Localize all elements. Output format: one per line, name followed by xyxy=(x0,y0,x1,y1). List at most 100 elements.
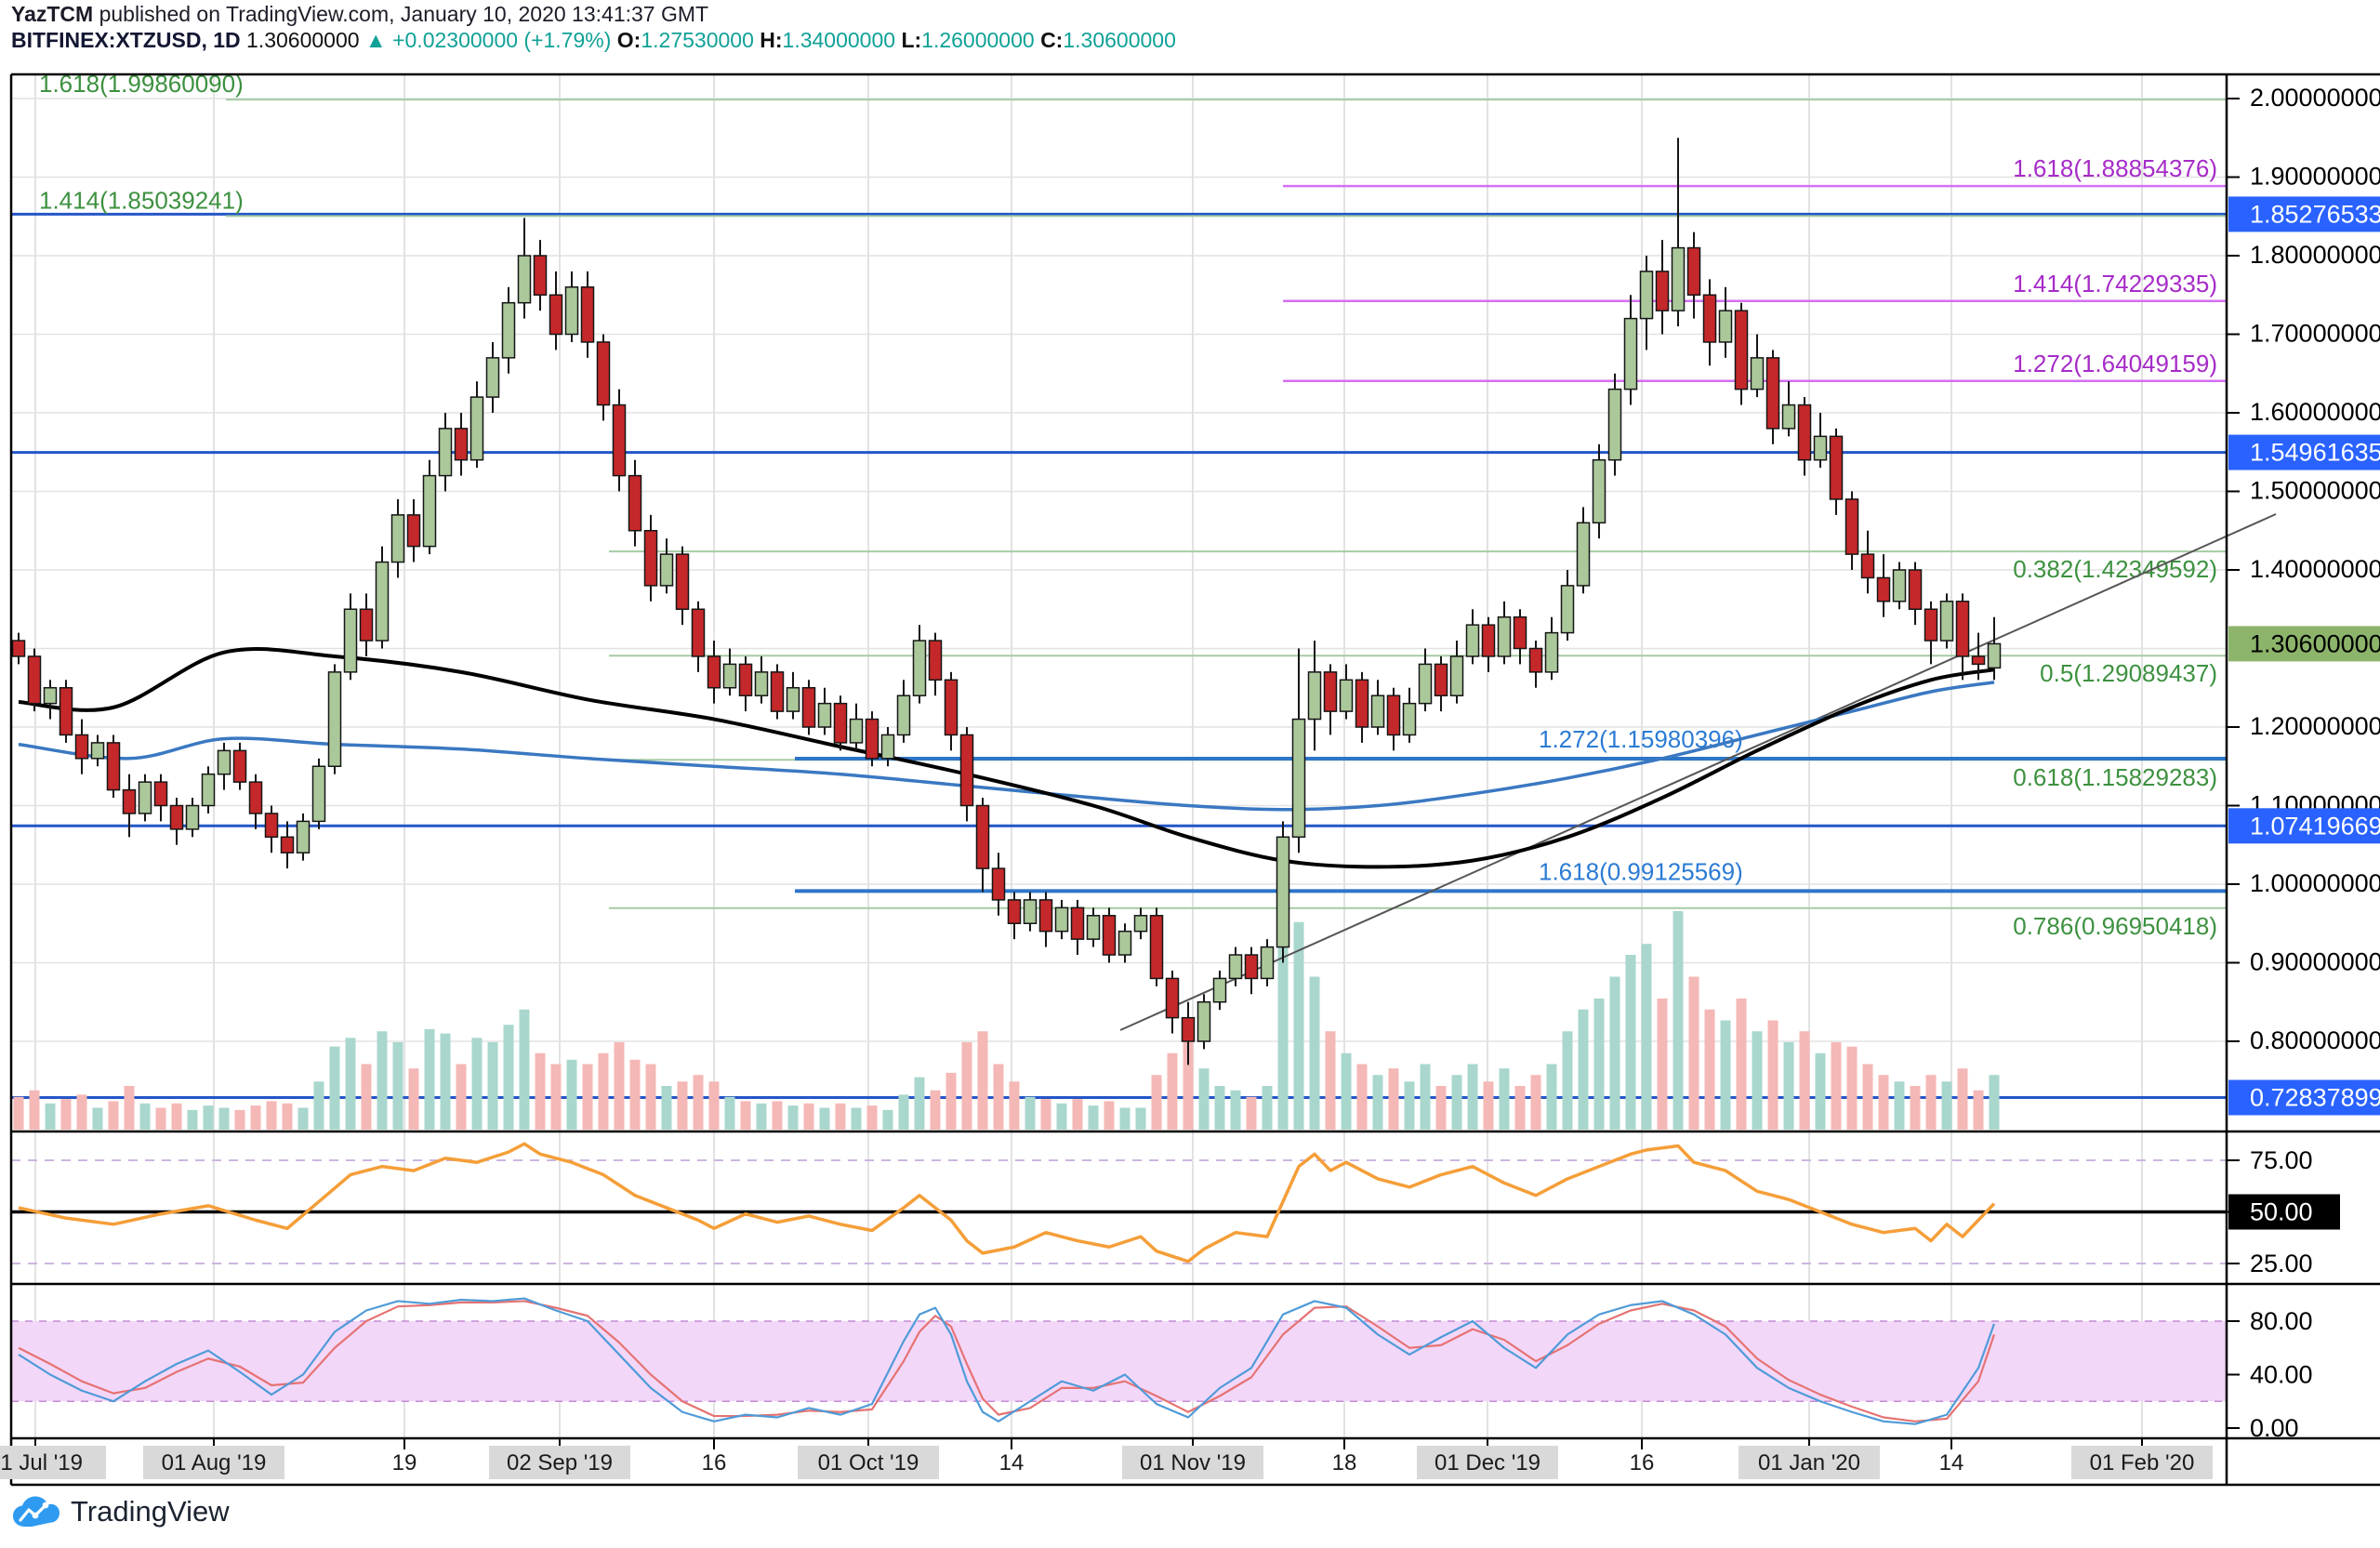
time-axis-label[interactable]: 19 xyxy=(392,1450,417,1475)
volume-bar xyxy=(724,1096,735,1130)
time-axis-label[interactable]: 02 Sep '19 xyxy=(507,1450,613,1475)
candles-layer[interactable] xyxy=(11,138,2002,1065)
volume-bar xyxy=(1167,1052,1178,1130)
price-tick-label: 0.80000000 xyxy=(2250,1026,2380,1054)
volume-bar xyxy=(1673,911,1684,1130)
fib-retracement-label: 0.786(0.96950418) xyxy=(2013,912,2217,940)
candle xyxy=(185,804,200,830)
volume-bar xyxy=(1246,1096,1257,1130)
volume-bar xyxy=(1625,955,1636,1130)
volume-bar xyxy=(424,1028,435,1130)
rsi-badge xyxy=(2228,1194,2340,1230)
volume-bar xyxy=(1467,1064,1478,1130)
price-badge xyxy=(2228,196,2380,232)
volume-bar xyxy=(456,1064,467,1130)
symbol-name[interactable]: BITFINEX:XTZUSD, 1D xyxy=(11,28,241,52)
volume-bar xyxy=(1831,1042,1842,1130)
fib-extension-label: 1.618(1.99860090) xyxy=(39,70,244,98)
candle xyxy=(896,695,911,736)
volume-bar xyxy=(503,1025,514,1130)
candle xyxy=(1718,310,1733,343)
symbol-legend[interactable]: BITFINEX:XTZUSD, 1D 1.30600000 ▲ +0.0230… xyxy=(11,28,1176,53)
volume-bar xyxy=(282,1103,293,1130)
volume-bar xyxy=(519,1009,530,1130)
time-axis-label[interactable]: 01 Feb '20 xyxy=(2090,1450,2195,1475)
candle xyxy=(485,357,500,398)
time-axis-label[interactable]: 14 xyxy=(999,1450,1025,1475)
time-axis-label[interactable]: 01 Jan '20 xyxy=(1758,1450,1860,1475)
close-label: C: xyxy=(1040,28,1064,52)
rsi-badge-label: 50.00 xyxy=(2250,1198,2313,1226)
time-axis-label[interactable]: 01 Dec '19 xyxy=(1435,1450,1540,1475)
candle xyxy=(1402,702,1417,736)
fib-blue-label: 1.272(1.15980396) xyxy=(1539,725,1743,753)
volume-bar xyxy=(266,1101,277,1130)
stoch-tick-label: 80.00 xyxy=(2250,1307,2313,1335)
volume-bar xyxy=(945,1072,957,1130)
candle xyxy=(153,781,168,807)
time-label-highlight xyxy=(798,1446,939,1479)
volume-bar xyxy=(203,1105,214,1130)
volume-bar xyxy=(1072,1099,1083,1130)
candle xyxy=(1686,246,1701,296)
volume-bar xyxy=(1009,1081,1020,1130)
volume-bar xyxy=(345,1038,356,1130)
volume-bar xyxy=(1151,1075,1162,1130)
time-axis-label[interactable]: 01 Jul '19 xyxy=(0,1450,83,1475)
time-axis-label[interactable]: 01 Oct '19 xyxy=(818,1450,919,1475)
candle xyxy=(1623,317,1638,390)
candle xyxy=(1339,679,1354,712)
volume-bar xyxy=(1657,999,1668,1130)
candle xyxy=(801,687,816,728)
price-tick-label: 1.50000000 xyxy=(2250,477,2380,505)
volume-bar xyxy=(377,1031,388,1130)
volume-bar xyxy=(1546,1064,1557,1130)
candle xyxy=(596,341,611,406)
volume-bar xyxy=(1530,1075,1541,1130)
candle xyxy=(659,553,674,587)
volume-bar xyxy=(708,1081,720,1130)
volume-bar xyxy=(1609,976,1620,1130)
volume-bar xyxy=(1862,1064,1873,1130)
volume-bar xyxy=(677,1081,688,1130)
time-axis-label[interactable]: 01 Nov '19 xyxy=(1140,1450,1246,1475)
time-axis-label[interactable]: 16 xyxy=(1630,1450,1655,1475)
footer-brand[interactable]: TradingView xyxy=(13,1495,230,1528)
up-arrow-icon: ▲ xyxy=(364,28,387,52)
candle xyxy=(722,663,737,689)
volume-bar xyxy=(1372,1075,1383,1130)
volume-bar xyxy=(171,1103,182,1130)
time-axis-label[interactable]: 18 xyxy=(1332,1450,1357,1475)
volume-bar xyxy=(329,1046,340,1130)
volume-bar xyxy=(187,1109,198,1130)
volume-bar xyxy=(1736,999,1747,1130)
candle xyxy=(1228,954,1243,980)
volume-bar xyxy=(756,1103,767,1130)
candle xyxy=(1765,357,1780,430)
time-axis-label[interactable]: 16 xyxy=(702,1450,727,1475)
volume-bar xyxy=(1925,1075,1937,1130)
volume-bar xyxy=(1514,1086,1526,1130)
volume-bar xyxy=(1435,1086,1447,1130)
trendline[interactable] xyxy=(1119,513,2277,1031)
candle xyxy=(1149,915,1164,980)
volume-bar xyxy=(1388,1068,1399,1130)
volume-bar xyxy=(1815,1052,1826,1130)
price-badge xyxy=(2228,434,2380,470)
candle xyxy=(1323,671,1338,712)
candle xyxy=(469,396,484,461)
time-axis-label[interactable]: 01 Aug '19 xyxy=(162,1450,267,1475)
stoch-band xyxy=(11,1321,2227,1402)
price-tick-label: 1.60000000 xyxy=(2250,398,2380,426)
time-axis-label[interactable]: 14 xyxy=(1939,1450,1964,1475)
volume-bar xyxy=(882,1109,893,1130)
volume-bar xyxy=(1593,999,1605,1130)
low-value: 1.26000000 xyxy=(921,28,1035,52)
candle xyxy=(991,867,1006,901)
candle xyxy=(1892,569,1907,602)
candle xyxy=(1291,718,1306,839)
volume-bar xyxy=(740,1101,751,1130)
stoch-tick-label: 0.00 xyxy=(2250,1414,2299,1442)
volume-bar xyxy=(1040,1099,1051,1130)
